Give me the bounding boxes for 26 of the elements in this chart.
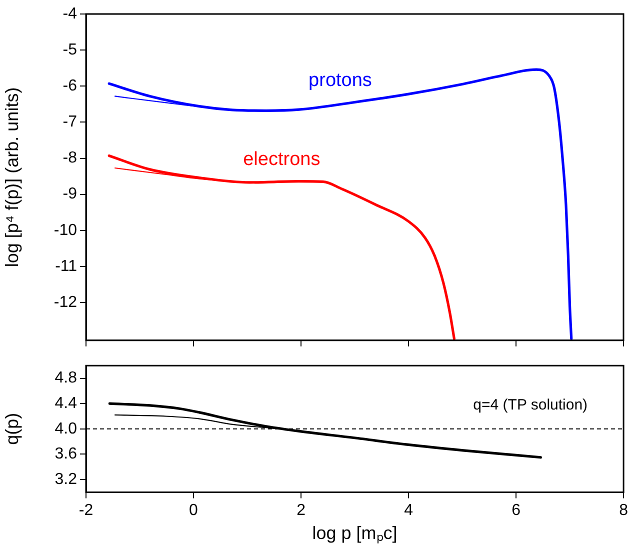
y-tick-label: -9 <box>62 186 78 203</box>
y-tick-label: 3.2 <box>54 470 78 488</box>
y-axis-title: log [p⁴ f(p)] (arb. units) <box>2 87 22 268</box>
y-tick-label: -8 <box>62 150 78 167</box>
y-tick-label: -10 <box>54 222 78 239</box>
x-tick-label: 6 <box>512 502 521 520</box>
y-tick-label: 4.4 <box>54 394 78 412</box>
y-axis-title: q(p) <box>2 412 22 445</box>
x-axis-title: log p [mₚc] <box>312 523 398 544</box>
y-tick-label: -12 <box>54 294 78 311</box>
ref-line-label: q=4 (TP solution) <box>473 396 588 414</box>
y-tick-label: -11 <box>55 258 78 275</box>
x-tick-label: 8 <box>619 502 628 520</box>
y-tick-label: 3.6 <box>54 446 78 463</box>
x-tick-label: 2 <box>296 502 306 520</box>
y-tick-label: -4 <box>62 5 78 22</box>
series-label: electrons <box>243 149 320 170</box>
x-tick-label: 0 <box>189 502 198 520</box>
y-tick-label: 4.0 <box>54 420 78 438</box>
y-tick-label: -6 <box>62 78 78 95</box>
x-tick-label: 4 <box>404 502 414 520</box>
x-tick-label: -2 <box>78 502 94 520</box>
y-tick-label: -5 <box>62 41 78 58</box>
y-tick-label: 4.8 <box>54 370 78 387</box>
y-tick-label: -7 <box>62 114 78 131</box>
series-label: protons <box>308 70 372 92</box>
